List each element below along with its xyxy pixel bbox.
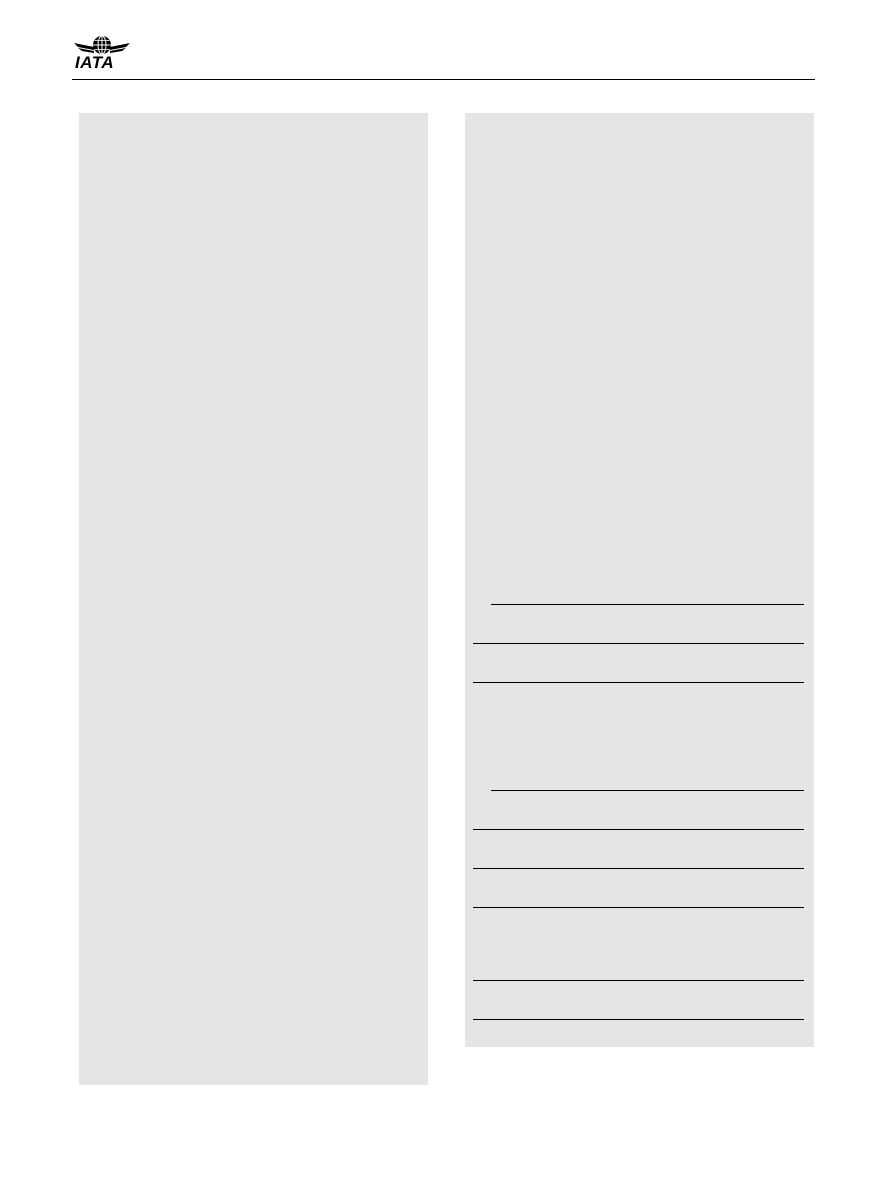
iata-logo — [72, 33, 132, 75]
table-rule — [473, 643, 804, 644]
left-content-panel — [79, 113, 428, 1085]
table-rule — [473, 1019, 804, 1020]
table-rule — [491, 604, 804, 605]
table-rule — [491, 790, 804, 791]
right-content-panel — [465, 113, 814, 1047]
table-rule — [473, 829, 804, 830]
globe-wings-icon — [74, 35, 130, 55]
table-rule — [473, 907, 804, 908]
header-divider — [72, 79, 815, 80]
table-rule — [473, 868, 804, 869]
table-rule — [473, 980, 804, 981]
logo-wordmark: IATA — [75, 53, 115, 72]
table-rule — [473, 682, 804, 683]
